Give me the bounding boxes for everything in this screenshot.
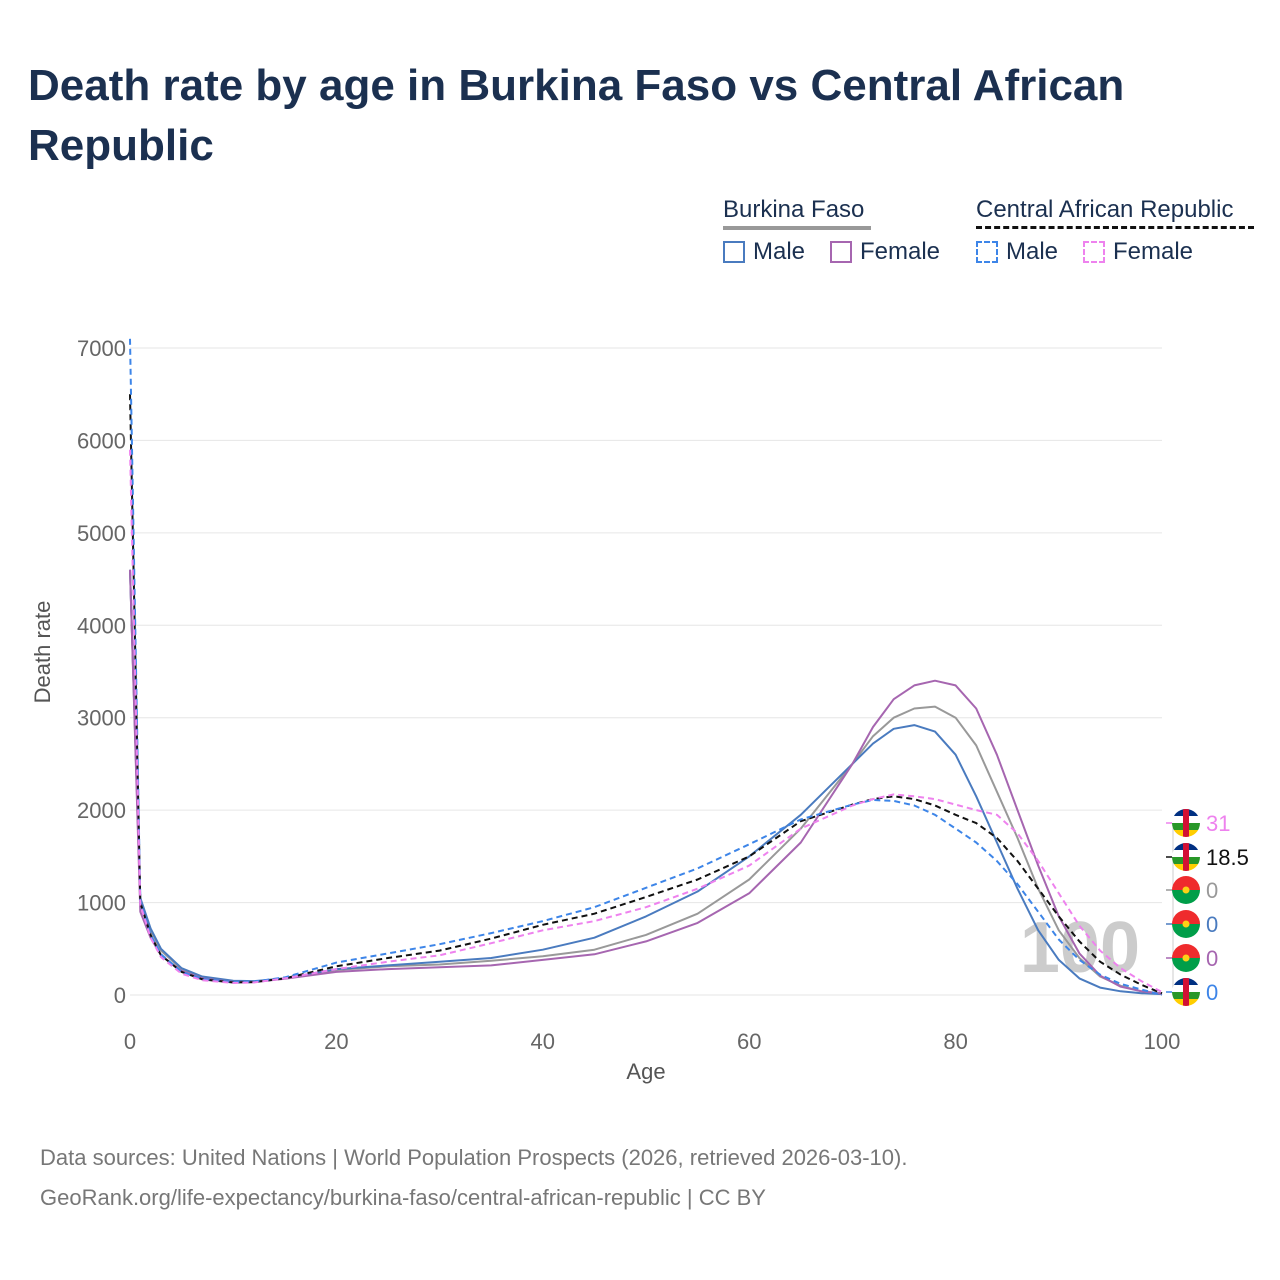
- y-tick-label: 1000: [77, 891, 126, 916]
- legend-label-bf-female: Female: [860, 238, 941, 265]
- burkina-faso-flag-icon: [1172, 944, 1200, 972]
- end-label-value: 0: [1206, 980, 1218, 1005]
- legend-label-car-female: Female: [1113, 238, 1194, 265]
- series-line-2[interactable]: [129, 569, 1163, 995]
- legend-swatch-car-female: [1083, 241, 1105, 263]
- legend-swatch-car-male: [976, 241, 998, 263]
- end-label-value: 0: [1206, 878, 1218, 903]
- central-african-republic-flag-icon: [1172, 978, 1200, 1006]
- legend-item-bf-male[interactable]: Male: [723, 238, 805, 266]
- source-note: Data sources: United Nations | World Pop…: [40, 1138, 907, 1218]
- y-tick-label: 7000: [77, 336, 126, 361]
- legend-underline-central-african-republic: [976, 226, 1254, 229]
- legend-item-bf-female[interactable]: Female: [830, 238, 940, 266]
- x-tick-label: 100: [1144, 1029, 1181, 1054]
- series-line-3[interactable]: [129, 394, 1163, 995]
- y-tick-label: 5000: [77, 521, 126, 546]
- burkina-faso-flag-icon: [1172, 910, 1200, 938]
- legend-group-burkina-faso[interactable]: Burkina Faso: [723, 196, 865, 223]
- series-line-1[interactable]: [129, 569, 1163, 996]
- y-tick-label: 2000: [77, 798, 126, 823]
- source-line-1: Data sources: United Nations | World Pop…: [40, 1145, 908, 1170]
- x-axis-label: Age: [626, 1059, 665, 1084]
- legend-swatch-bf-female: [830, 241, 852, 263]
- burkina-faso-flag-icon: [1172, 876, 1200, 904]
- end-label-value: 0: [1206, 912, 1218, 937]
- chart-title: Death rate by age in Burkina Faso vs Cen…: [28, 61, 1125, 170]
- legend-label-bf-male: Male: [753, 238, 806, 265]
- x-tick-label: 60: [737, 1029, 761, 1054]
- legend-swatch-bf-male: [723, 241, 745, 263]
- legend-item-car-female[interactable]: Female: [1083, 238, 1193, 266]
- end-label-1: 18.5: [1166, 843, 1249, 871]
- source-line-2[interactable]: GeoRank.org/life-expectancy/burkina-faso…: [40, 1185, 766, 1210]
- series-line-5[interactable]: [129, 449, 1163, 993]
- y-tick-label: 3000: [77, 706, 126, 731]
- y-axis-label: Death rate: [30, 601, 55, 704]
- end-label-value: 0: [1206, 946, 1218, 971]
- end-label-4: 0: [1166, 944, 1218, 972]
- end-label-0: 31: [1166, 809, 1230, 837]
- end-label-5: 0: [1166, 978, 1218, 1006]
- series-line-4[interactable]: [129, 338, 1163, 996]
- end-label-3: 0: [1166, 910, 1218, 938]
- legend-label-car-male: Male: [1006, 238, 1059, 265]
- y-tick-label: 0: [114, 983, 126, 1008]
- end-label-2: 0: [1166, 876, 1218, 904]
- x-tick-label: 40: [531, 1029, 555, 1054]
- y-tick-label: 6000: [77, 428, 126, 453]
- x-tick-label: 0: [124, 1029, 136, 1054]
- legend-group-central-african-republic[interactable]: Central African Republic: [976, 196, 1234, 223]
- current-age-label: 100: [1020, 908, 1140, 988]
- end-label-value: 31: [1206, 811, 1230, 836]
- legend-underline-burkina-faso: [723, 226, 871, 230]
- y-tick-label: 4000: [77, 613, 126, 638]
- x-tick-label: 80: [943, 1029, 967, 1054]
- central-african-republic-flag-icon: [1172, 843, 1200, 871]
- legend-item-car-male[interactable]: Male: [976, 238, 1058, 266]
- x-tick-label: 20: [324, 1029, 348, 1054]
- central-african-republic-flag-icon: [1172, 809, 1200, 837]
- end-label-value: 18.5: [1206, 845, 1249, 870]
